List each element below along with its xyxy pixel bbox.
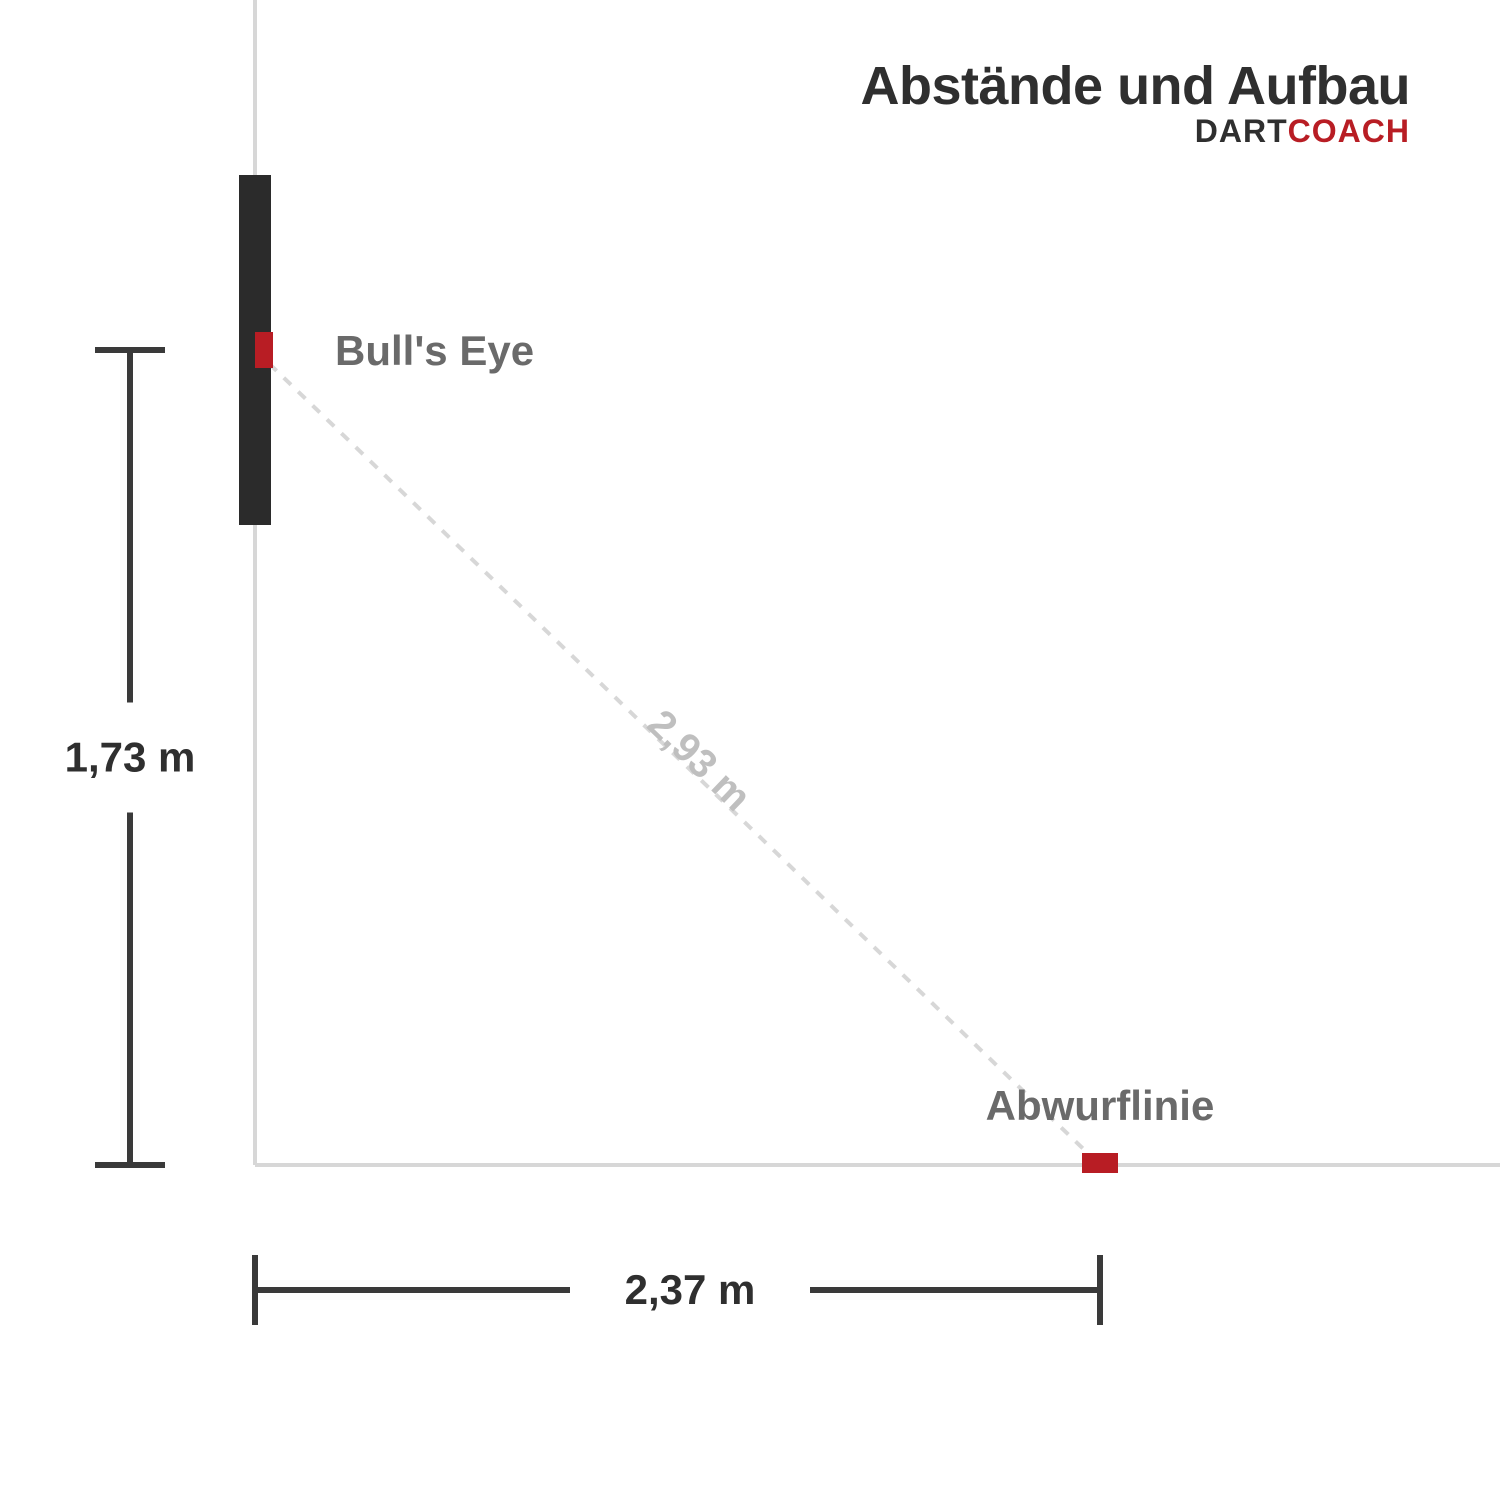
bullseye-label: Bull's Eye (335, 327, 534, 374)
diagonal-label: 2,93 m (639, 702, 759, 820)
diagram-canvas: Bull's Eye Abwurflinie 2,93 m 1,73 m 2,37 m (0, 0, 1500, 1500)
brand-part-1: DART (1195, 113, 1288, 149)
header: Abstände und Aufbau DARTCOACH (861, 55, 1410, 150)
throwline-label: Abwurflinie (986, 1082, 1215, 1129)
page-title: Abstände und Aufbau (861, 55, 1410, 117)
bullseye-marker (255, 332, 273, 368)
diagonal-label-group: 2,93 m (639, 702, 759, 820)
brand-part-2: COACH (1288, 113, 1410, 149)
height-dim-label: 1,73 m (65, 734, 196, 781)
throwline-marker (1082, 1153, 1118, 1173)
horiz-dim-label: 2,37 m (625, 1266, 756, 1313)
brand-logo: DARTCOACH (861, 113, 1410, 150)
